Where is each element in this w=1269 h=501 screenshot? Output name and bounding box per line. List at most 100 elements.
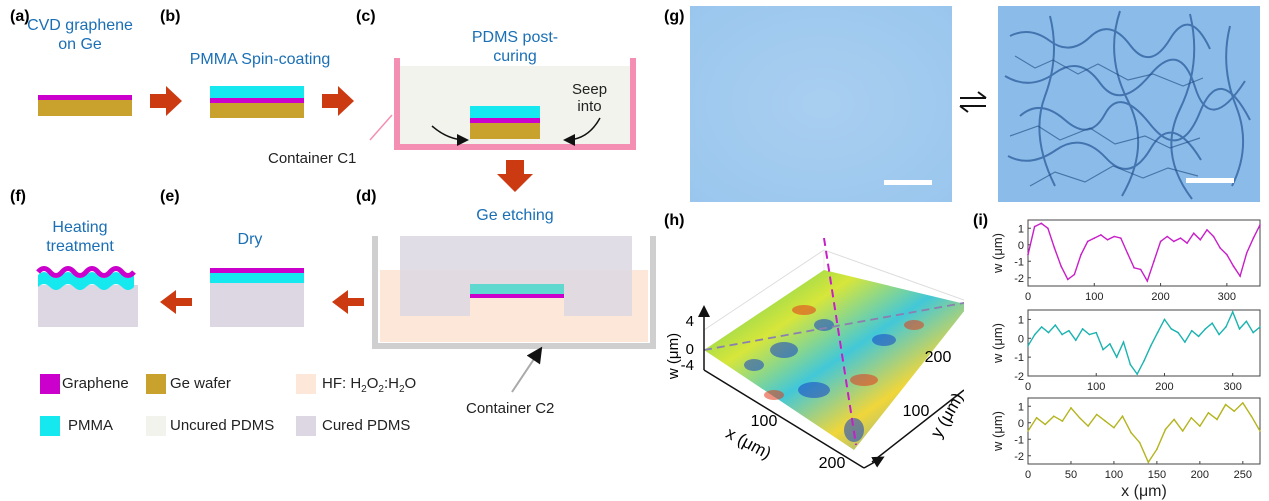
profile-point-2-24 — [1233, 410, 1236, 412]
y-tick-label-1: 1 — [1018, 314, 1024, 326]
step-title-f-line2: treatment — [46, 238, 114, 255]
step-title-a-line1: CVD graphene — [27, 17, 133, 34]
sample-f — [36, 266, 138, 327]
process-schematic — [36, 58, 656, 393]
profile-point-2-27 — [1259, 430, 1261, 432]
y-axis — [871, 389, 964, 463]
profile-point-1-17 — [1143, 360, 1145, 362]
legend-swatch-pmma — [40, 416, 60, 436]
profile-point-1-32 — [1245, 320, 1248, 323]
equilibrium-arrows-icon — [959, 91, 987, 113]
profile-point-0-18 — [1146, 280, 1149, 282]
x-tick-label-1: 300 — [1224, 381, 1242, 393]
profile-point-2-10 — [1113, 426, 1115, 429]
profile-point-1-29 — [1225, 326, 1227, 328]
profile-point-1-4 — [1054, 324, 1057, 326]
profile-point-2-20 — [1199, 425, 1201, 427]
profile-line-magenta — [823, 237, 857, 446]
profile-point-0-9 — [1086, 240, 1089, 243]
x-axis-label-2: x (μm) — [1121, 483, 1167, 500]
profile-point-2-11 — [1121, 415, 1124, 417]
y-tick-label-2: 0 — [1018, 418, 1024, 430]
step-title-c-line2: curing — [493, 48, 537, 65]
x-tick-label-2: 150 — [1148, 469, 1166, 481]
profile-point-2-18 — [1181, 430, 1184, 432]
container-c2 — [372, 236, 656, 393]
seep-line2: into — [577, 98, 602, 115]
profile-point-1-5 — [1061, 333, 1063, 336]
sample-e — [210, 268, 304, 327]
legend-swatch-ge — [146, 374, 166, 394]
profile-point-0-20 — [1159, 240, 1162, 243]
profile-point-1-11 — [1102, 348, 1104, 351]
profile-point-2-13 — [1138, 441, 1141, 444]
flat-micrograph — [690, 6, 952, 202]
profile-point-2-25 — [1242, 402, 1244, 404]
profile-point-2-22 — [1216, 418, 1218, 421]
profile-series-2 — [1027, 401, 1261, 464]
panel-label-c: (c) — [356, 8, 376, 25]
y-tick-label-2: 1 — [1018, 401, 1024, 413]
panel-label-g: (g) — [664, 8, 685, 25]
profile-point-0-4 — [1053, 247, 1056, 249]
profile-point-1-27 — [1211, 322, 1214, 324]
profile-point-1-7 — [1074, 339, 1077, 341]
profile-point-2-15 — [1156, 448, 1158, 450]
profile-point-0-22 — [1173, 240, 1175, 243]
profile-point-2-1 — [1035, 417, 1038, 419]
x-tick-label-0: 100 — [1085, 291, 1103, 303]
profile-point-2-3 — [1052, 415, 1055, 417]
profile-point-2-14 — [1147, 461, 1150, 464]
profile-point-0-10 — [1093, 237, 1096, 239]
x-tick-label-1: 200 — [1155, 381, 1173, 393]
legend-label-hf: HF: H2O2:H2O — [322, 375, 417, 395]
profile-point-1-25 — [1197, 335, 1200, 338]
container-c1 — [369, 58, 636, 150]
step-title-e: Dry — [237, 231, 263, 248]
profile-point-1-19 — [1156, 331, 1159, 334]
y-tick-label-0: -1 — [1014, 256, 1024, 268]
profile-point-1-10 — [1095, 331, 1098, 334]
legend-swatch-hf — [296, 374, 316, 394]
seep-into-note: Seep into — [572, 81, 607, 115]
profile-point-0-8 — [1080, 253, 1082, 256]
panel-label-i: (i) — [973, 212, 989, 229]
profile-line-diagonal — [703, 301, 964, 351]
z-tick-0: 4 — [686, 313, 694, 330]
arrow-c-to-d — [497, 160, 533, 192]
step-title-c: PDMS post- curing — [440, 28, 590, 66]
z-tick-2: -4 — [681, 357, 694, 374]
x-tick-label-0: 300 — [1218, 291, 1236, 303]
profile-point-0-25 — [1192, 232, 1195, 234]
profile-point-0-21 — [1166, 235, 1168, 238]
y-axis-label-0: w (μm) — [990, 233, 1005, 274]
profile-point-2-17 — [1173, 418, 1175, 421]
y-tick-label-0: 0 — [1018, 240, 1024, 252]
profile-point-0-26 — [1199, 239, 1202, 241]
container-c1-label: Container C1 — [268, 150, 357, 167]
profile-point-1-9 — [1088, 333, 1091, 336]
profile-series-0 — [1027, 222, 1261, 283]
legend-label-pmma: PMMA — [68, 417, 113, 434]
profile-point-1-8 — [1081, 328, 1084, 330]
profile-point-1-2 — [1040, 326, 1043, 328]
y-tick-label-2: -1 — [1014, 434, 1024, 446]
profile-point-0-16 — [1133, 267, 1135, 269]
profile-point-2-5 — [1070, 407, 1072, 409]
profile-point-0-35 — [1259, 224, 1261, 226]
profile-point-2-4 — [1061, 420, 1064, 422]
x-tick-label-0: 200 — [1151, 291, 1169, 303]
step-title-a-line2: on Ge — [58, 36, 102, 53]
seep-line1: Seep — [572, 81, 608, 98]
legend-swatch-uncured — [146, 416, 166, 436]
profile-point-0-29 — [1219, 247, 1222, 249]
arrow-e-to-f — [160, 290, 192, 314]
profile-point-1-26 — [1204, 328, 1207, 330]
profile-point-0-33 — [1245, 252, 1248, 254]
panel-label-a: (a) — [10, 8, 30, 25]
profile-point-1-15 — [1129, 363, 1132, 366]
profile-point-0-24 — [1186, 242, 1188, 244]
profile-point-0-27 — [1206, 229, 1208, 231]
x-tick-label-2: 0 — [1025, 469, 1031, 481]
